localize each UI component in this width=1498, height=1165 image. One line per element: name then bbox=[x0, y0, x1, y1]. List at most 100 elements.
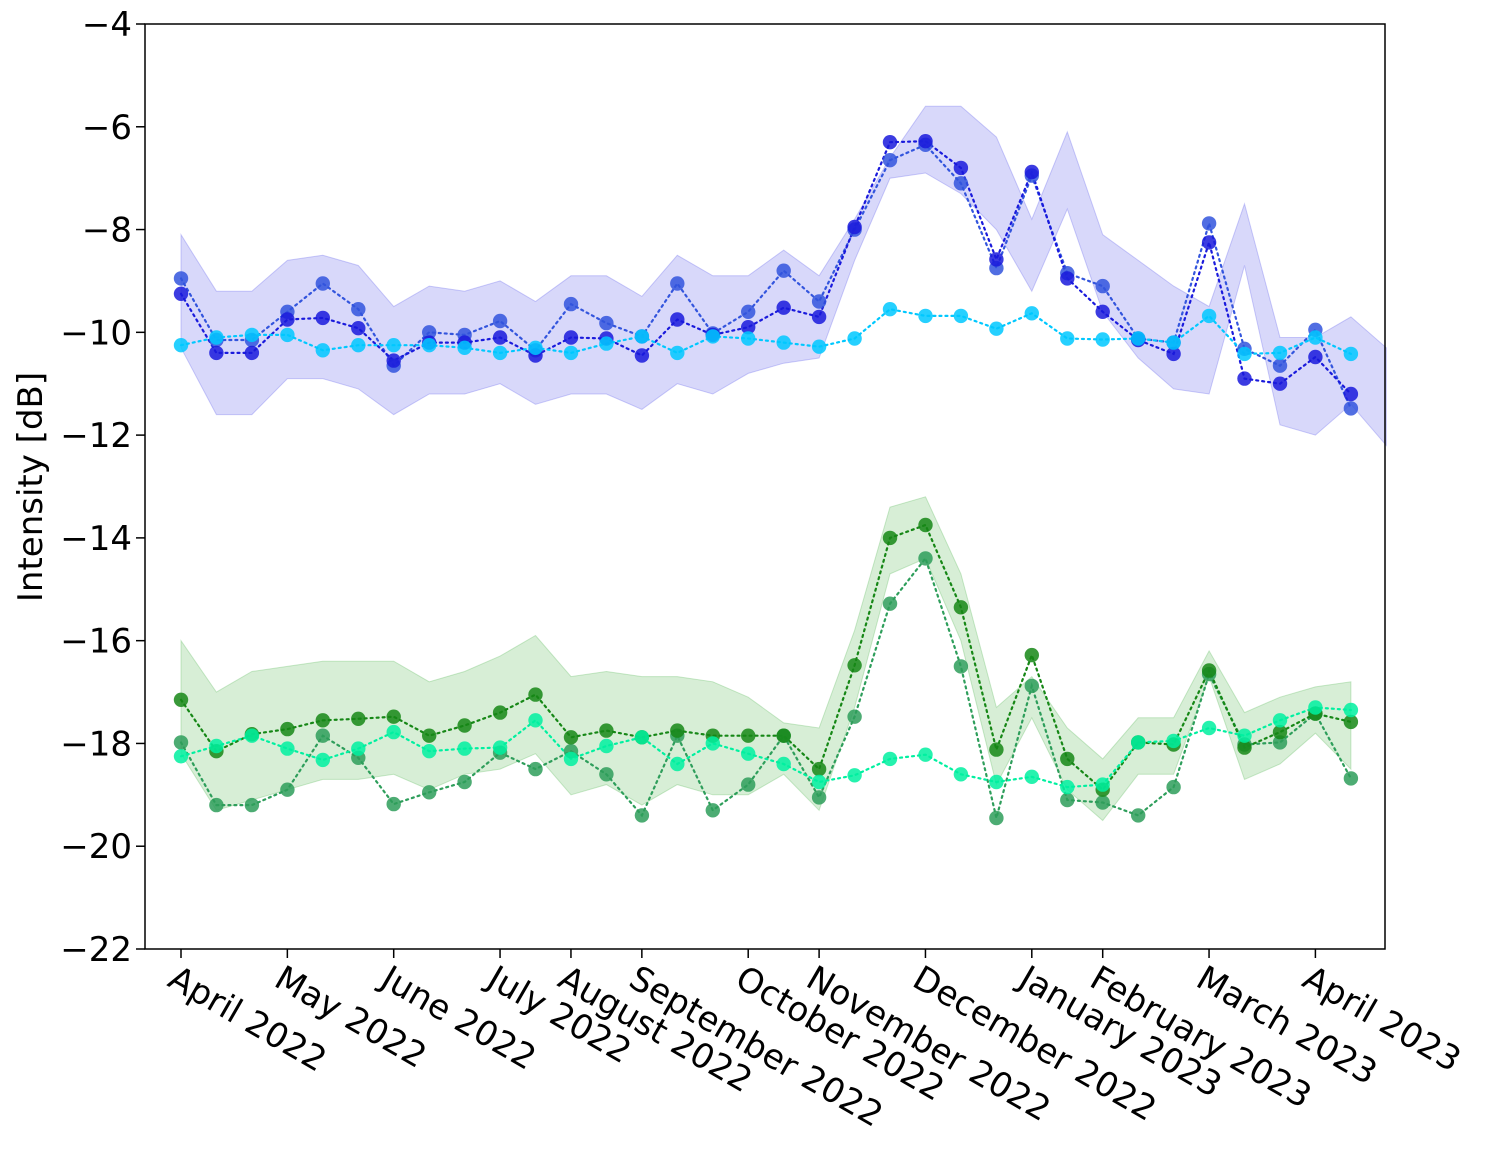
blue-series-c-point bbox=[245, 328, 259, 342]
blue-series-c-point bbox=[1237, 347, 1251, 361]
blue-series-b-point bbox=[1237, 371, 1251, 385]
blue-series-b-point bbox=[1060, 271, 1074, 285]
green-series-b-point bbox=[1202, 663, 1216, 677]
blue-series-a-point bbox=[777, 264, 791, 278]
blue-series-c-point bbox=[1166, 335, 1180, 349]
blue-series-a-point bbox=[351, 302, 365, 316]
blue-series-c-point bbox=[1060, 331, 1074, 345]
green-series-a-point bbox=[1096, 795, 1110, 809]
green-series-a-point bbox=[635, 808, 649, 822]
blue-series-a-point bbox=[174, 271, 188, 285]
blue-series-c-point bbox=[883, 302, 897, 316]
green-series-a-point bbox=[741, 777, 755, 791]
green-series-c-point bbox=[1166, 734, 1180, 748]
green-series-c-point bbox=[1025, 770, 1039, 784]
green-series-c-point bbox=[316, 753, 330, 767]
green-series-c-point bbox=[1344, 703, 1358, 717]
blue-series-a-point bbox=[1273, 359, 1287, 373]
blue-series-b-point bbox=[1025, 165, 1039, 179]
blue-series-c-point bbox=[1273, 346, 1287, 360]
y-tick-label: −12 bbox=[60, 416, 132, 456]
green-series-a-point bbox=[422, 785, 436, 799]
green-series-c-point bbox=[635, 730, 649, 744]
blue-series-c-point bbox=[989, 322, 1003, 336]
green-series-b-point bbox=[812, 762, 826, 776]
blue-series-b-point bbox=[1273, 377, 1287, 391]
green-series-c-point bbox=[1131, 735, 1145, 749]
green-series-b-point bbox=[174, 693, 188, 707]
blue-series-c-point bbox=[706, 329, 720, 343]
blue-series-b-point bbox=[351, 321, 365, 335]
green-series-a-point bbox=[918, 551, 932, 565]
green-series-a-point bbox=[599, 767, 613, 781]
green-series-c-point bbox=[174, 749, 188, 763]
green-series-b-point bbox=[599, 723, 613, 737]
blue-series-c-point bbox=[954, 309, 968, 323]
green-series-c-point bbox=[670, 757, 684, 771]
green-series-a-point bbox=[847, 710, 861, 724]
blue-series-b-point bbox=[1308, 350, 1322, 364]
green-series-a-point bbox=[706, 803, 720, 817]
green-series-c-point bbox=[883, 752, 897, 766]
green-series-b-point bbox=[883, 531, 897, 545]
blue-series-a-point bbox=[493, 314, 507, 328]
green-series-b-point bbox=[316, 713, 330, 727]
green-series-a-point bbox=[1131, 808, 1145, 822]
green-series-c-point bbox=[245, 729, 259, 743]
green-series-a-point bbox=[457, 775, 471, 789]
green-series-b-point bbox=[1025, 648, 1039, 662]
blue-series-b-point bbox=[777, 301, 791, 315]
green-series-a-point bbox=[316, 729, 330, 743]
blue-series-c-point bbox=[1344, 347, 1358, 361]
green-series-b-point bbox=[741, 729, 755, 743]
blue-series-b-point bbox=[493, 330, 507, 344]
green-series-a-point bbox=[1344, 771, 1358, 785]
green-series-a-point bbox=[1025, 679, 1039, 693]
green-series-b-point bbox=[564, 730, 578, 744]
blue-series-c-point bbox=[670, 346, 684, 360]
blue-series-b-point bbox=[564, 330, 578, 344]
y-tick-label: −14 bbox=[60, 519, 132, 559]
y-tick-label: −8 bbox=[82, 211, 132, 251]
green-series-b-point bbox=[493, 705, 507, 719]
blue-series-a-point bbox=[1344, 401, 1358, 415]
green-series-b-point bbox=[670, 723, 684, 737]
chart: −22−20−18−16−14−12−10−8−6−4 April 2022Ma… bbox=[0, 0, 1498, 1165]
green-series-b-point bbox=[457, 718, 471, 732]
blue-series-b-point bbox=[1344, 387, 1358, 401]
green-series-a-point bbox=[245, 798, 259, 812]
blue-series-c-point bbox=[777, 335, 791, 349]
blue-series-b-point bbox=[635, 348, 649, 362]
green-series-a-point bbox=[1166, 780, 1180, 794]
blue-series-c-point bbox=[1131, 331, 1145, 345]
green-series-a-point bbox=[1060, 793, 1074, 807]
green-series-c-point bbox=[599, 739, 613, 753]
green-series-b-point bbox=[918, 518, 932, 532]
blue-series-c-point bbox=[1096, 332, 1110, 346]
green-series-c-point bbox=[812, 775, 826, 789]
green-series-c-point bbox=[741, 747, 755, 761]
green-series-a-point bbox=[812, 790, 826, 804]
blue-series-c-point bbox=[316, 343, 330, 357]
green-series-c-point bbox=[1096, 777, 1110, 791]
green-series-a-point bbox=[989, 811, 1003, 825]
blue-series-b-point bbox=[989, 252, 1003, 266]
blue-series-c-point bbox=[174, 338, 188, 352]
green-series-a-point bbox=[209, 798, 223, 812]
blue-series-c-point bbox=[599, 336, 613, 350]
green-series-b-point bbox=[989, 742, 1003, 756]
blue-series-c-point bbox=[387, 338, 401, 352]
blue-series-a-point bbox=[1202, 216, 1216, 230]
blue-series-c-point bbox=[812, 340, 826, 354]
blue-series-b-point bbox=[954, 161, 968, 175]
y-tick-label: −16 bbox=[60, 622, 132, 662]
blue-series-c-point bbox=[1202, 309, 1216, 323]
green-series-c-point bbox=[564, 752, 578, 766]
green-series-b-point bbox=[777, 729, 791, 743]
green-series-c-point bbox=[422, 744, 436, 758]
blue-series-c-point bbox=[280, 328, 294, 342]
green-series-c-point bbox=[528, 713, 542, 727]
green-series-a-point bbox=[528, 762, 542, 776]
green-series-b-point bbox=[954, 600, 968, 614]
blue-series-c-point bbox=[457, 341, 471, 355]
